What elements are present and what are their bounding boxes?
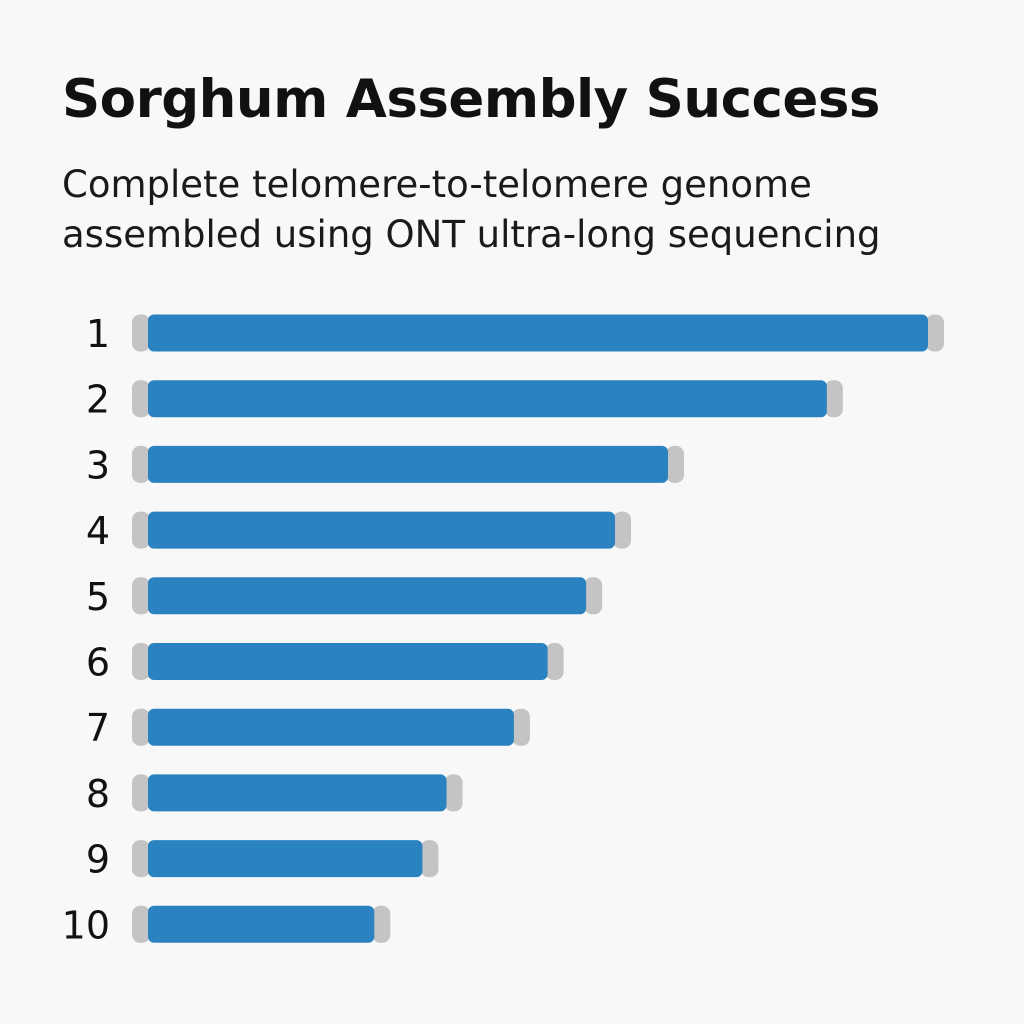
bar-group: 1: [86, 312, 944, 356]
telomere-cap-left: [132, 577, 150, 615]
y-tick-label: 9: [86, 838, 110, 882]
chart-title: Sorghum Assembly Success: [62, 69, 880, 130]
y-tick-label: 3: [86, 443, 110, 487]
bar-group: 8: [86, 772, 463, 816]
telomere-cap-left: [132, 445, 150, 483]
telomere-cap-left: [132, 840, 150, 878]
telomere-cap-right: [511, 708, 530, 746]
telomere-cap-right: [420, 840, 439, 878]
bar-group: 2: [86, 378, 843, 422]
telomere-cap-left: [132, 708, 150, 746]
telomere-cap-left: [132, 314, 150, 352]
telomere-cap-right: [613, 511, 632, 549]
bar-group: 3: [86, 443, 684, 487]
y-tick-label: 1: [86, 312, 110, 356]
bar: [148, 643, 548, 680]
bar: [148, 380, 827, 418]
telomere-cap-right: [584, 577, 603, 615]
y-tick-label: 2: [86, 378, 110, 422]
chart-subtitle: Complete telomere-to-telomere genome ass…: [62, 163, 881, 256]
telomere-cap-left: [132, 905, 150, 943]
bar: [148, 577, 587, 615]
bar-group: 9: [86, 838, 439, 882]
telomere-cap-right: [545, 643, 564, 680]
telomere-cap-left: [132, 511, 150, 549]
y-tick-label: 8: [86, 772, 110, 816]
y-tick-label: 6: [86, 641, 110, 685]
bar-group: 7: [86, 706, 530, 750]
telomere-cap-right: [372, 905, 391, 943]
bar-group: 5: [86, 575, 603, 619]
telomere-cap-left: [132, 774, 150, 812]
bar: [148, 445, 668, 483]
telomere-cap-right: [926, 314, 944, 352]
bar-group: 4: [86, 509, 632, 553]
y-tick-label: 7: [86, 706, 110, 750]
telomere-cap-right: [824, 380, 843, 418]
bar: [148, 708, 514, 746]
y-tick-label: 10: [62, 903, 110, 947]
y-tick-label: 5: [86, 575, 110, 619]
telomere-cap-left: [132, 380, 150, 418]
telomere-cap-right: [666, 445, 684, 483]
telomere-cap-left: [132, 643, 150, 680]
y-tick-label: 4: [86, 509, 110, 553]
telomere-cap-right: [444, 774, 463, 812]
bar: [148, 905, 375, 943]
bar-group: 10: [62, 903, 391, 947]
bar-group: 6: [86, 641, 564, 685]
bar: [148, 840, 423, 878]
bar: [148, 774, 447, 812]
bar: [148, 511, 616, 549]
bar: [148, 314, 928, 352]
